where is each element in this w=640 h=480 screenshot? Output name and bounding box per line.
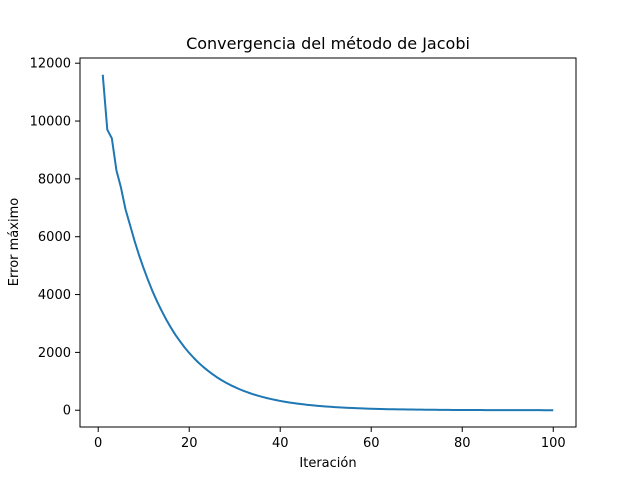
x-tick-label: 40 xyxy=(272,436,289,451)
axes-frame xyxy=(79,57,577,428)
y-tick-label: 2000 xyxy=(38,346,71,361)
x-tick-label: 0 xyxy=(94,436,102,451)
series-line-0 xyxy=(101,74,554,412)
x-tick-label: 80 xyxy=(454,436,471,451)
x-tick-label: 20 xyxy=(181,436,198,451)
y-tick-label: 12000 xyxy=(30,57,71,72)
plot-area xyxy=(101,74,554,412)
y-tick-label: 4000 xyxy=(38,288,71,303)
y-tick-label: 10000 xyxy=(30,115,71,130)
y-axis-ticks: 0 2000 4000 6000 8000 10000 12000 xyxy=(30,57,80,419)
x-axis-label: Iteración xyxy=(299,456,356,471)
x-axis-ticks: 0 20 40 60 80 100 xyxy=(94,427,566,451)
y-axis-label: Error máximo xyxy=(7,198,22,286)
y-tick-label: 8000 xyxy=(38,172,71,187)
y-tick-label: 0 xyxy=(63,404,71,419)
y-tick-label: 6000 xyxy=(38,230,71,245)
x-tick-label: 60 xyxy=(363,436,380,451)
x-tick-label: 100 xyxy=(541,436,566,451)
chart-title: Convergencia del método de Jacobi xyxy=(186,34,470,53)
